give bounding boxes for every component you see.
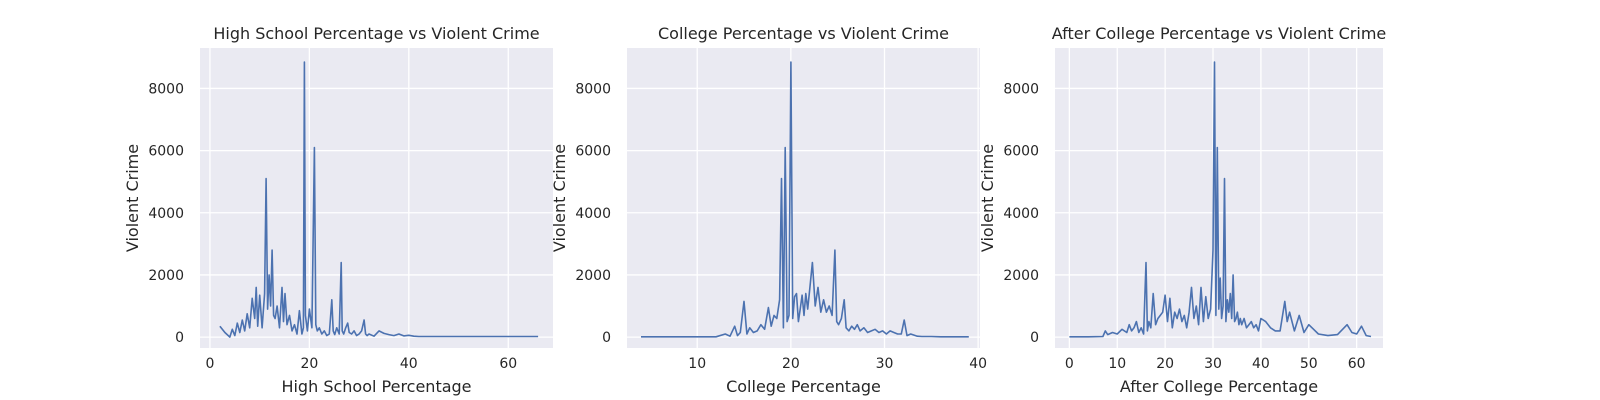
x-tick-label-20: 20	[1156, 356, 1174, 372]
plot-area	[627, 48, 980, 348]
y-tick-label-0: 0	[1030, 330, 1039, 346]
y-tick-label-8000: 8000	[1003, 81, 1039, 97]
y-tick-label-6000: 6000	[148, 144, 184, 160]
x-tick-label-30: 30	[876, 356, 894, 372]
x-tick-label-0: 0	[1065, 356, 1074, 372]
x-tick-label-40: 40	[400, 356, 418, 372]
chart-title: High School Percentage vs Violent Crime	[213, 24, 539, 43]
y-tick-label-2000: 2000	[575, 268, 611, 284]
x-axis-label: High School Percentage	[281, 377, 471, 396]
y-tick-label-6000: 6000	[575, 144, 611, 160]
x-tick-label-40: 40	[1252, 356, 1270, 372]
chart-after-college: 0 10 20 30 40 50 60 0 2000 4000 6000 8000 After Coll…	[978, 24, 1386, 396]
x-tick-label-10: 10	[688, 356, 706, 372]
x-tick-label-40: 40	[969, 356, 987, 372]
x-tick-label-50: 50	[1300, 356, 1318, 372]
series-line	[641, 61, 969, 338]
y-tick-label-8000: 8000	[148, 81, 184, 97]
x-tick-label-60: 60	[499, 356, 517, 372]
y-axis-label: Violent Crime	[550, 144, 569, 252]
chart-title: College Percentage vs Violent Crime	[658, 24, 949, 43]
y-tick-label-0: 0	[175, 330, 184, 346]
x-axis-label: After College Percentage	[1120, 377, 1318, 396]
series-line	[1069, 61, 1372, 338]
y-tick-label-4000: 4000	[575, 206, 611, 222]
y-tick-label-6000: 6000	[1003, 144, 1039, 160]
x-axis-label: College Percentage	[726, 377, 881, 396]
x-tick-label-30: 30	[1204, 356, 1222, 372]
x-tick-label-60: 60	[1348, 356, 1366, 372]
y-tick-label-2000: 2000	[148, 268, 184, 284]
x-tick-label-20: 20	[782, 356, 800, 372]
y-axis-label: Violent Crime	[123, 144, 142, 252]
y-tick-label-0: 0	[602, 330, 611, 346]
y-axis-label: Violent Crime	[978, 144, 997, 252]
y-tick-label-4000: 4000	[1003, 206, 1039, 222]
x-tick-label-0: 0	[205, 356, 214, 372]
chart-college: 10 20 30 40 0 2000 4000 6000 8000 College Percent…	[550, 24, 987, 396]
series-line	[219, 61, 539, 338]
y-tick-label-4000: 4000	[148, 206, 184, 222]
chart-title: After College Percentage vs Violent Crim…	[1052, 24, 1387, 43]
chart-high-school: 0 20 40 60 0 2000 4000 6000 8000 High School Perc…	[123, 24, 553, 396]
y-tick-label-8000: 8000	[575, 81, 611, 97]
x-tick-label-20: 20	[300, 356, 318, 372]
x-tick-label-10: 10	[1108, 356, 1126, 372]
y-tick-label-2000: 2000	[1003, 268, 1039, 284]
